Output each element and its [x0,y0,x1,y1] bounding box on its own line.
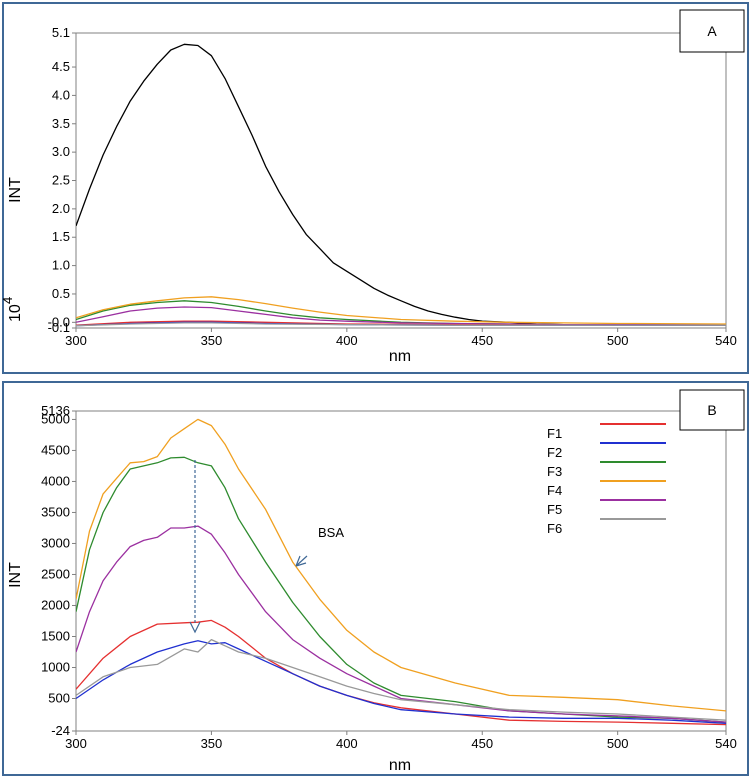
panel-b-y-tick-label: 3000 [41,535,70,550]
panel-a-x-tick-label: 350 [201,333,223,348]
panel-a-y-tick-label: 5.1 [52,25,70,40]
panel-a-x-axis-label: nm [389,348,411,365]
panel-a-y-tick-label: -0.0 [48,314,70,329]
legend-label-f4: F4 [547,483,562,498]
panel-b-x-tick-label: 540 [715,736,737,751]
panel-a-y-tick-label: 3.5 [52,116,70,131]
panel-b-y-tick-label: 2500 [41,566,70,581]
panel-a-label: A [707,23,717,39]
legend-label-f1: F1 [547,426,562,441]
panel-b-label-box [679,389,745,431]
panel-b-x-tick-label: 500 [607,736,629,751]
bsa-annotation: BSA [318,525,344,540]
panel-b-y-tick-label: 4500 [41,442,70,457]
panel-a-series-f5-line [76,306,726,326]
panel-b-y-axis-label: INT [7,562,24,588]
panel-a-x-tick-label: 400 [336,333,358,348]
panel-b-x-tick-label: 400 [336,736,358,751]
panel-b-series-f5-line [76,525,726,723]
panel-a-series-f4-line [76,296,726,325]
panel-b-x-tick-label: 300 [65,736,87,751]
legend-label-f2: F2 [547,445,562,460]
panel-a-y-axis-label: INT [7,177,24,203]
panel-b-series [76,418,726,726]
panel-b-x-tick-label: 450 [471,736,493,751]
panel-a-y-tick-label: 4.0 [52,87,70,102]
panel-b-y-tick-label: 2000 [41,597,70,612]
panel-a-y-multiplier-base: 10 [7,304,24,322]
panel-b-series-f2-line [76,640,726,724]
legend-label-f5: F5 [547,502,562,517]
panel-b-y-tick-label: 5136 [41,403,70,418]
panel-a-series [76,43,726,327]
panel-b-y-tick-label: 4000 [41,473,70,488]
panel-a-y-tick-label: 2.0 [52,201,70,216]
panel-a-x-tick-label: 450 [471,333,493,348]
panel-a-ticks: 300 350 400 450 500 540 5.1 4.5 4.0 3.5 3.0 2.5 2.0 1… [48,25,737,348]
panel-a-x-tick-label: 540 [715,333,737,348]
panel-a-y-tick-label: 4.5 [52,59,70,74]
panel-a-series-f6-line [76,322,726,327]
panel-a-y-tick-label: 0.5 [52,286,70,301]
panel-a-y-tick-label: 2.5 [52,173,70,188]
panel-b-label: B [707,402,716,418]
panel-a-label-box [679,9,745,53]
panel-b-series-f4-line [76,418,726,712]
panel-b-y-tick-label: 3500 [41,504,70,519]
panel-b-legend: F1 F2 F3 F4 F5 F6 [547,423,666,536]
panel-b-series-f6-line [76,638,726,721]
legend-label-f3: F3 [547,464,562,479]
panel-a-x-tick-label: 300 [65,333,87,348]
panel-a-y-tick-label: 1.5 [52,229,70,244]
bsa-pointer-arrow [295,555,308,567]
panel-a-y-multiplier-exp: 4 [0,297,15,304]
panel-b-y-tick-label: 500 [48,691,70,706]
legend-label-f6: F6 [547,521,562,536]
panel-b-frame [2,381,749,776]
panel-a-y-multiplier: 10 4 [0,297,24,322]
decrease-arrow-head [189,621,201,634]
panel-a-x-tick-label: 500 [607,333,629,348]
panel-a-y-tick-label: 1.0 [52,258,70,273]
panel-b-x-axis-label: nm [389,757,411,774]
panel-b-plot-area [75,410,727,732]
panel-a-y-tick-label: 3.0 [52,144,70,159]
panel-b-y-tick-label: 5000 [41,411,70,426]
panel-b-y-tick-label: -24 [51,723,70,738]
panel-b-x-tick-label: 350 [201,736,223,751]
panel-b-y-tick-label: 1000 [41,659,70,674]
panel-b-y-tick-label: 1500 [41,628,70,643]
panel-a-y-tick-label: -0.1 [48,320,70,335]
